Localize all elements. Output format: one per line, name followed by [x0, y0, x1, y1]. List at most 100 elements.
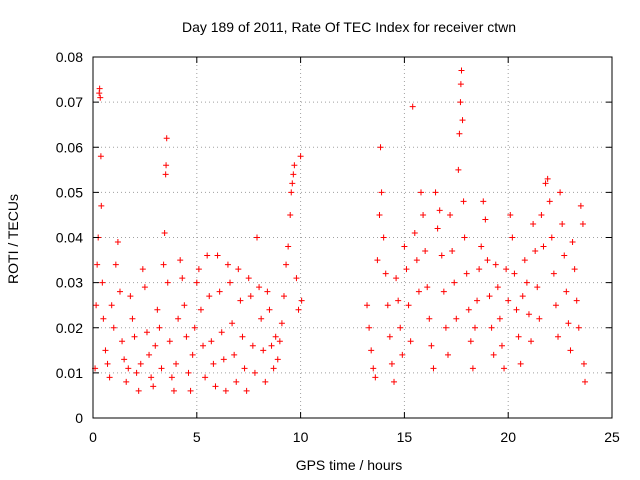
data-point [509, 234, 516, 241]
data-point [237, 297, 244, 304]
data-point [102, 347, 109, 354]
data-point [285, 243, 292, 250]
data-point [298, 297, 305, 304]
data-point [98, 202, 105, 209]
data-point [480, 198, 487, 205]
data-point [380, 234, 387, 241]
data-point [496, 315, 503, 322]
y-tick-label: 0.02 [56, 320, 83, 336]
data-point [515, 333, 522, 340]
data-point [442, 324, 449, 331]
data-point [289, 180, 296, 187]
data-point [135, 387, 142, 394]
data-point [290, 171, 297, 178]
data-point [467, 338, 474, 345]
data-point [388, 360, 395, 367]
data-point [214, 252, 221, 259]
data-point [393, 275, 400, 282]
data-point [216, 288, 223, 295]
data-point [197, 306, 204, 313]
data-point [181, 302, 188, 309]
data-point [100, 315, 107, 322]
data-point [185, 369, 192, 376]
data-point [295, 306, 302, 313]
data-point [297, 153, 304, 160]
data-point [525, 311, 532, 318]
data-point [125, 365, 132, 372]
data-point [546, 198, 553, 205]
data-point [577, 202, 584, 209]
data-point [161, 229, 168, 236]
data-point [575, 324, 582, 331]
data-point [220, 356, 227, 363]
data-point [247, 293, 254, 300]
data-point [397, 324, 404, 331]
data-point [544, 175, 551, 182]
data-point [210, 360, 217, 367]
data-point [368, 347, 375, 354]
data-point [451, 279, 458, 286]
data-point [559, 220, 566, 227]
data-point [424, 284, 431, 291]
data-point [459, 117, 466, 124]
data-point [189, 351, 196, 358]
data-point [376, 211, 383, 218]
y-axis-tick-labels: 0 0.01 0.02 0.03 0.04 0.05 0.06 0.07 0.08 [56, 49, 83, 426]
data-point [434, 225, 441, 232]
data-point [411, 229, 418, 236]
data-point [293, 275, 300, 282]
x-axis-tick-labels: 0 5 10 15 20 25 [89, 429, 620, 445]
data-point [249, 342, 256, 349]
data-point [168, 374, 175, 381]
data-point [272, 333, 279, 340]
data-point [278, 320, 285, 327]
data-point [563, 288, 570, 295]
data-point [163, 162, 170, 169]
data-point [582, 378, 589, 385]
y-axis-title: ROTI / TECUs [5, 194, 21, 284]
data-point [540, 243, 547, 250]
data-point [162, 171, 169, 178]
data-point [432, 189, 439, 196]
data-point [455, 166, 462, 173]
data-point [262, 378, 269, 385]
data-point [93, 302, 100, 309]
data-point [106, 374, 113, 381]
data-point [534, 284, 541, 291]
data-point [501, 365, 508, 372]
data-point [405, 302, 412, 309]
data-point [137, 360, 144, 367]
data-point [415, 288, 422, 295]
data-point [548, 234, 555, 241]
x-tick-label: 15 [397, 429, 413, 445]
data-point [478, 243, 485, 250]
data-point [458, 67, 465, 74]
data-point [569, 239, 576, 246]
data-point [386, 333, 393, 340]
data-point [378, 189, 385, 196]
data-point [108, 302, 115, 309]
data-point [131, 333, 138, 340]
data-point [260, 347, 267, 354]
data-point [206, 293, 213, 300]
x-tick-label: 20 [500, 429, 516, 445]
data-point [160, 261, 167, 268]
data-point [436, 207, 443, 214]
x-axis-title: GPS time / hours [296, 457, 403, 473]
y-tick-label: 0 [75, 410, 83, 426]
data-point [513, 306, 520, 313]
data-point [395, 297, 402, 304]
data-point [413, 257, 420, 264]
data-point [283, 261, 290, 268]
data-point [399, 351, 406, 358]
data-point [460, 198, 467, 205]
data-point [170, 387, 177, 394]
data-point [426, 315, 433, 322]
data-point [235, 266, 242, 273]
data-point [121, 356, 128, 363]
data-point [148, 374, 155, 381]
data-point [444, 351, 451, 358]
data-point [254, 234, 261, 241]
data-point [158, 365, 165, 372]
data-point [374, 257, 381, 264]
